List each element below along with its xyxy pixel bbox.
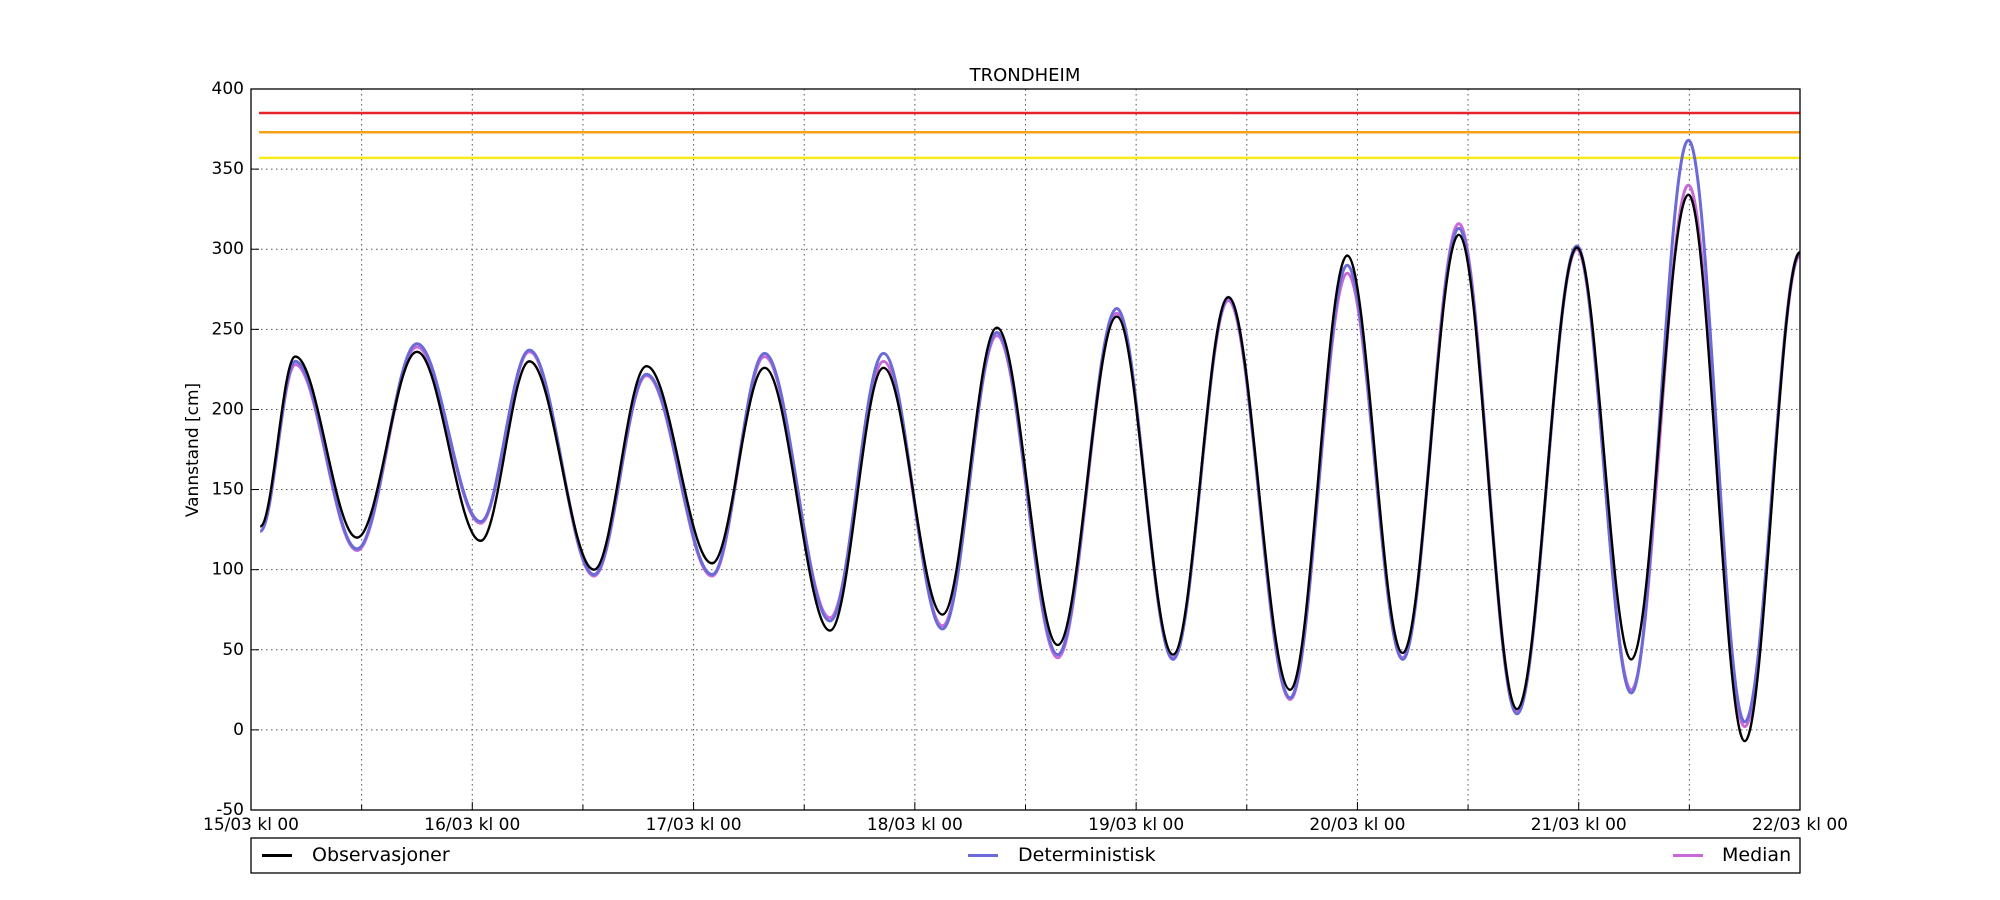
legend-label: Median: [1722, 844, 1791, 866]
y-tick-label: 300: [212, 239, 244, 259]
y-tick-label: 250: [212, 319, 244, 339]
x-tick-label: 19/03 kl 00: [1088, 815, 1184, 835]
legend-label: Observasjoner: [312, 844, 450, 866]
x-tick-label: 16/03 kl 00: [424, 815, 520, 835]
y-tick-label: 50: [222, 640, 244, 660]
x-tick-label: 15/03 kl 00: [203, 815, 299, 835]
y-tick-label: 350: [212, 159, 244, 179]
series-line: [258, 138, 1802, 724]
series-line: [259, 193, 1802, 743]
x-tick-label: 22/03 kl 00: [1752, 815, 1848, 835]
x-tick-label: 21/03 kl 00: [1531, 815, 1627, 835]
y-tick-label: 150: [212, 480, 244, 500]
y-tick-label: 0: [233, 720, 244, 740]
legend-box: [250, 837, 1801, 874]
chart-title: TRONDHEIM: [969, 65, 1081, 86]
y-tick-label: -50: [216, 800, 244, 820]
plot-frame: [250, 88, 1801, 811]
x-tick-label: 20/03 kl 00: [1309, 815, 1405, 835]
x-tick-label: 17/03 kl 00: [646, 815, 742, 835]
y-axis-label: Vannstand [cm]: [183, 383, 203, 517]
y-tick-label: 100: [212, 560, 244, 580]
y-tick-label: 400: [212, 79, 244, 99]
legend-label: Deterministisk: [1018, 844, 1156, 866]
x-tick-label: 18/03 kl 00: [867, 815, 963, 835]
y-tick-label: 200: [212, 399, 244, 419]
